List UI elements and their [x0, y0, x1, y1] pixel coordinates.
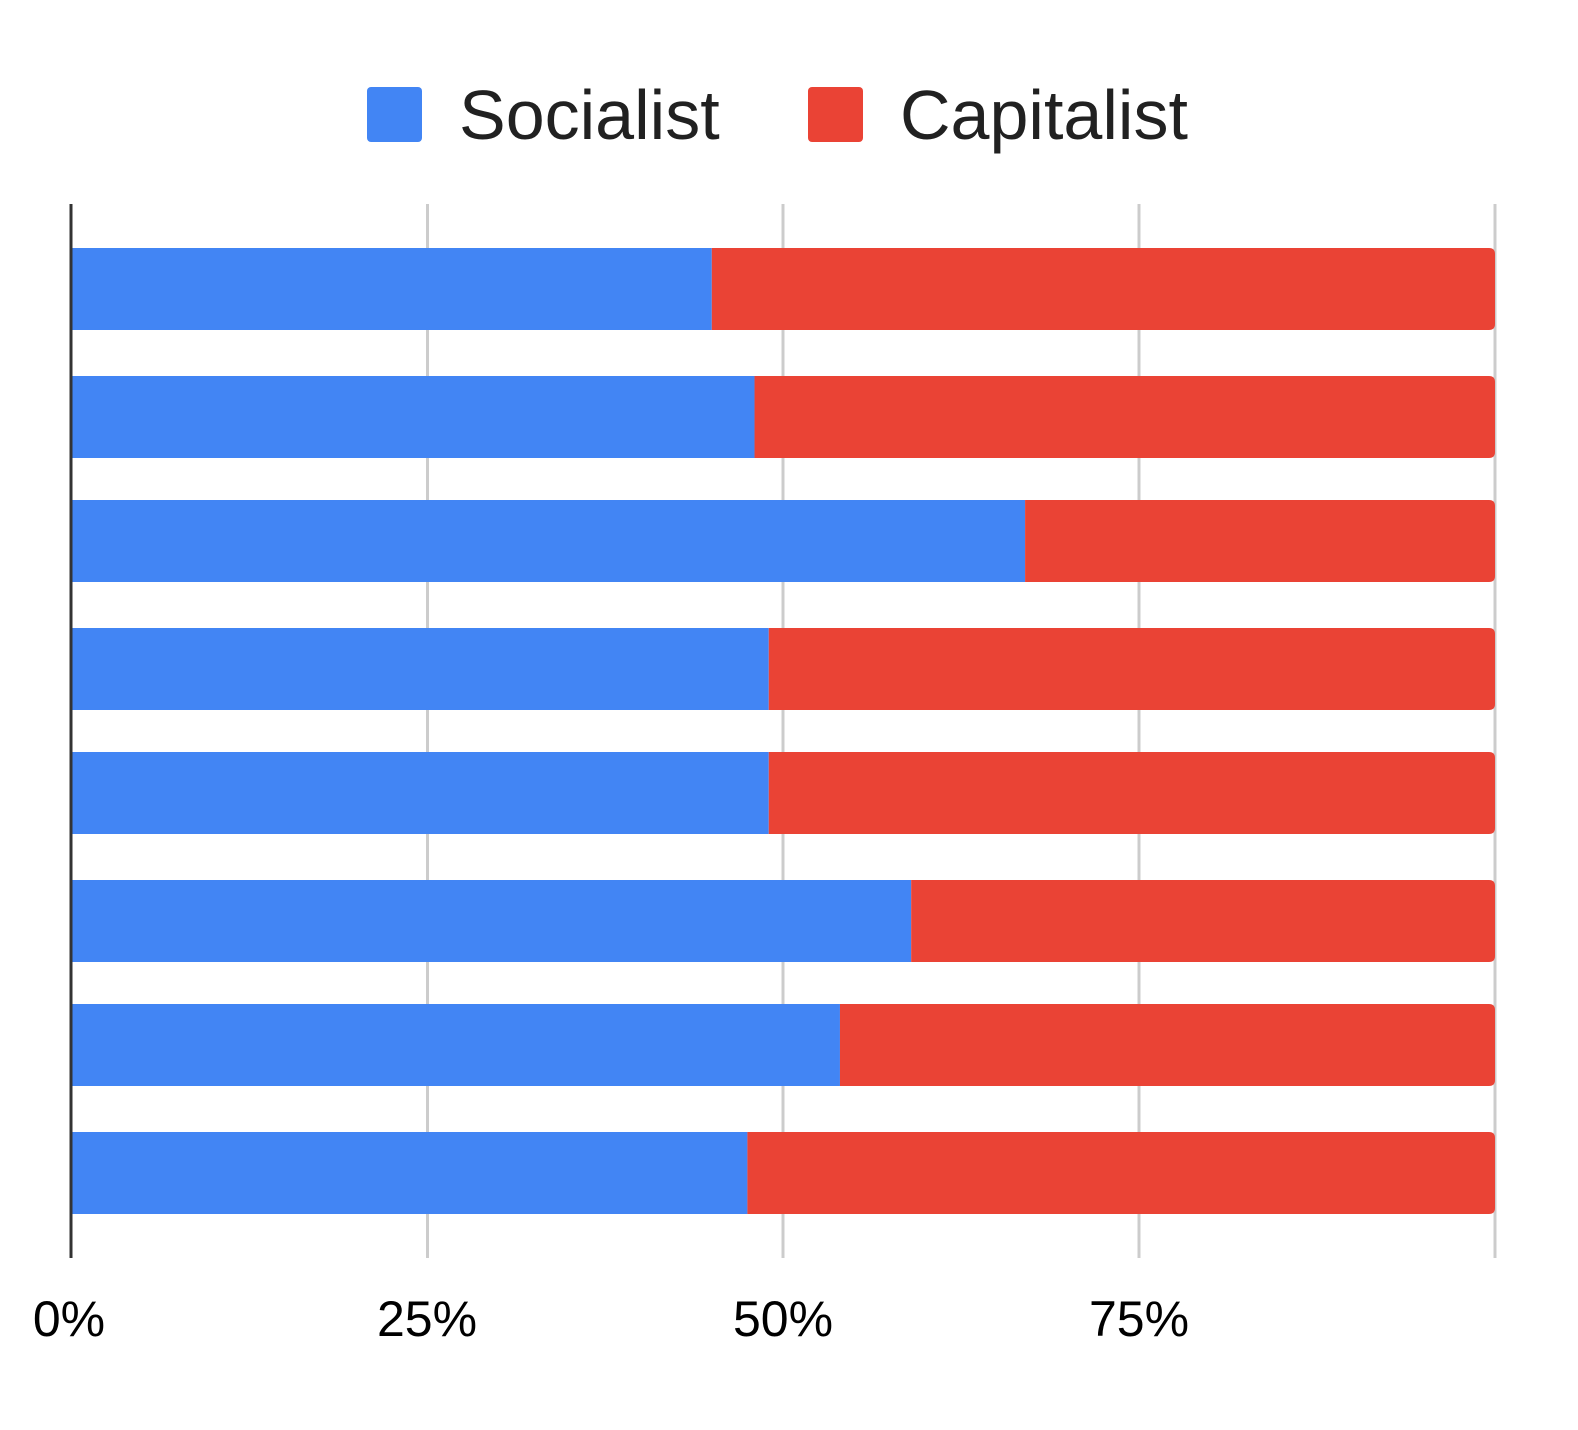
- legend-label-socialist: Socialist: [459, 76, 720, 154]
- bar-socialist-4: [71, 628, 769, 710]
- bar-capitalist-3: [1025, 500, 1495, 582]
- bar-socialist-6: [71, 880, 912, 962]
- legend-swatch-socialist: [367, 87, 422, 142]
- bar-socialist-2: [71, 376, 755, 458]
- bar-socialist-8: [71, 1132, 748, 1214]
- legend-label-capitalist: Capitalist: [900, 76, 1188, 154]
- bar-socialist-1: [71, 248, 712, 330]
- x-tick-label-50: 50%: [733, 1291, 833, 1347]
- x-tick-label-0: 0%: [33, 1291, 105, 1347]
- bar-socialist-5: [71, 752, 769, 834]
- bar-capitalist-2: [754, 376, 1495, 458]
- bar-socialist-3: [71, 500, 1026, 582]
- x-axis-ticks: 0% 25% 50% 75%: [33, 1291, 1189, 1347]
- bar-capitalist-5: [768, 752, 1495, 834]
- bar-capitalist-1: [711, 248, 1495, 330]
- bar-capitalist-4: [768, 628, 1495, 710]
- x-tick-label-75: 75%: [1089, 1291, 1189, 1347]
- bars: [71, 248, 1495, 1214]
- gridlines: [426, 204, 1497, 1258]
- legend-swatch-capitalist: [808, 87, 863, 142]
- bar-capitalist-8: [747, 1132, 1495, 1214]
- bar-socialist-7: [71, 1004, 840, 1086]
- bar-capitalist-7: [839, 1004, 1495, 1086]
- legend: Socialist Capitalist: [367, 76, 1188, 154]
- x-tick-label-25: 25%: [377, 1291, 477, 1347]
- bar-capitalist-6: [911, 880, 1495, 962]
